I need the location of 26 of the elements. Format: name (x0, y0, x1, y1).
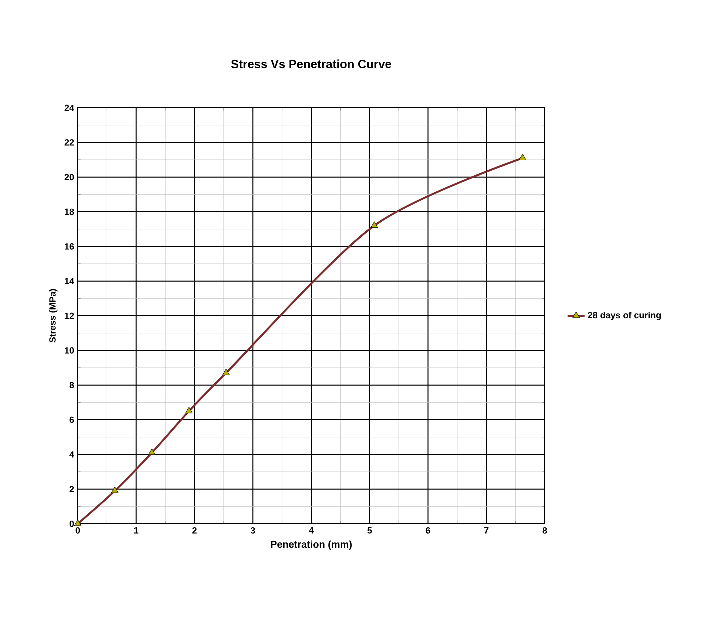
y-tick-label: 20 (64, 174, 74, 181)
y-tick-label: 22 (64, 140, 74, 146)
y-tick-label: 14 (65, 278, 74, 284)
y-axis-title: Stress (MPa) (49, 289, 58, 343)
y-tick-label: 6 (70, 416, 74, 424)
y-tick-label: 18 (65, 208, 74, 216)
y-tick-label: 16 (65, 243, 74, 250)
x-tick-label: 1 (134, 528, 139, 534)
x-tick-label: 0 (76, 528, 80, 534)
y-tick-label: 10 (65, 347, 74, 354)
y-tick-label: 12 (65, 312, 74, 320)
x-tick-label: 5 (368, 528, 372, 534)
x-tick-label: 2 (192, 528, 197, 534)
legend-label: 28 days of curing (588, 312, 661, 320)
x-tick-label: 7 (484, 528, 489, 534)
x-tick-label: 8 (542, 528, 548, 534)
y-tick-label: 2 (70, 486, 74, 492)
x-tick-label: 6 (426, 528, 430, 534)
y-tick-label: 4 (70, 452, 74, 458)
y-tick-label: 0 (70, 520, 74, 528)
y-tick-label: 24 (64, 104, 74, 112)
x-tick-label: 3 (250, 528, 256, 534)
y-tick-label: 8 (70, 382, 74, 389)
x-tick-label: 4 (309, 528, 314, 534)
x-axis-title: Penetration (mm) (271, 540, 352, 550)
chart-title: Stress Vs Penetration Curve (231, 60, 392, 68)
